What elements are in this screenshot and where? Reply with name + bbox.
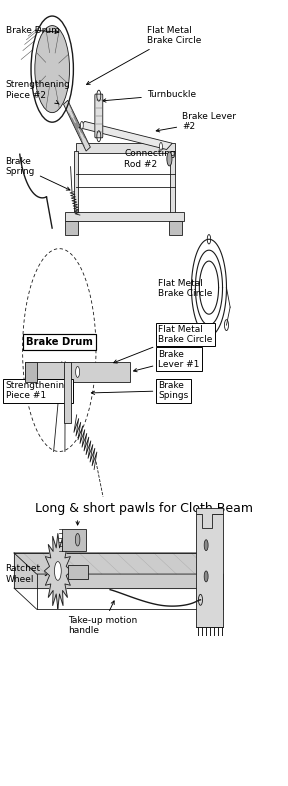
Text: Brake
Spring: Brake Spring: [5, 157, 70, 190]
Polygon shape: [44, 534, 71, 608]
Text: Brake
Spings: Brake Spings: [91, 381, 188, 400]
Bar: [68, 564, 88, 578]
Text: Flat Metal
Brake Circle: Flat Metal Brake Circle: [158, 279, 213, 298]
Bar: [65, 221, 78, 234]
Text: Strengthening
Piece #1: Strengthening Piece #1: [5, 381, 71, 400]
Text: Brake
Lever #1: Brake Lever #1: [134, 350, 200, 372]
Text: Ratchet
Wheel: Ratchet Wheel: [5, 564, 48, 584]
Bar: [196, 514, 223, 627]
Circle shape: [75, 534, 80, 546]
Polygon shape: [14, 553, 223, 574]
Bar: [63, 362, 71, 423]
Bar: [25, 362, 37, 382]
Text: Flat Metal
Brake Circle: Flat Metal Brake Circle: [87, 26, 201, 84]
Text: Take-up motion
handle: Take-up motion handle: [68, 601, 137, 635]
Text: Flat Metal
Brake Circle: Flat Metal Brake Circle: [114, 325, 213, 363]
Bar: [65, 212, 183, 222]
FancyBboxPatch shape: [95, 94, 103, 138]
Circle shape: [76, 366, 79, 377]
Circle shape: [167, 152, 172, 166]
Bar: [25, 362, 130, 382]
Bar: [170, 151, 175, 215]
Text: Brake Drum: Brake Drum: [5, 26, 60, 35]
Polygon shape: [196, 508, 223, 528]
Text: Brake Drum: Brake Drum: [26, 337, 93, 347]
Circle shape: [160, 142, 162, 150]
Circle shape: [80, 121, 83, 129]
Ellipse shape: [35, 26, 70, 112]
Bar: [62, 529, 86, 551]
Polygon shape: [63, 101, 90, 151]
Text: Turnbuckle: Turnbuckle: [103, 90, 196, 102]
Bar: [76, 143, 175, 152]
Circle shape: [54, 561, 61, 580]
Polygon shape: [14, 553, 200, 588]
Circle shape: [204, 540, 208, 551]
Polygon shape: [79, 121, 172, 149]
Text: Brake Lever
#2: Brake Lever #2: [156, 112, 236, 132]
Text: Connecting
Rod #2: Connecting Rod #2: [124, 149, 176, 168]
Bar: [169, 221, 182, 234]
Circle shape: [204, 571, 208, 582]
Bar: [74, 151, 78, 215]
Text: Long & short pawls for Cloth Beam: Long & short pawls for Cloth Beam: [35, 502, 253, 515]
Text: Strengthening
Piece #2: Strengthening Piece #2: [5, 80, 71, 105]
